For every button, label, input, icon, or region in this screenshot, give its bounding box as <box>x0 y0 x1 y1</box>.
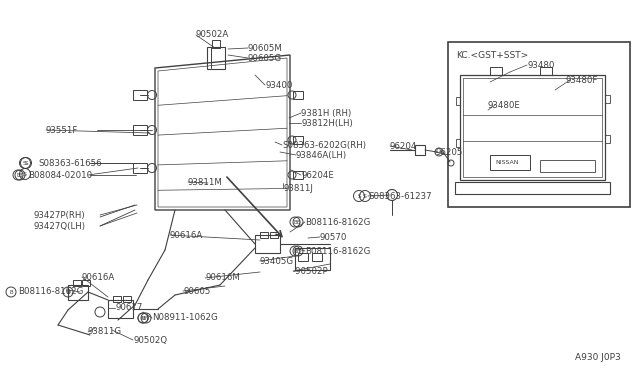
Text: S: S <box>357 193 361 199</box>
Bar <box>260 232 268 238</box>
Bar <box>68 285 88 300</box>
Text: B08116-8162G: B08116-8162G <box>305 218 371 227</box>
Text: N: N <box>141 315 145 321</box>
Text: S08363-61237: S08363-61237 <box>368 192 431 201</box>
Bar <box>298 253 308 261</box>
Text: B: B <box>293 248 297 253</box>
Bar <box>463 78 602 177</box>
Text: 93427P(RH): 93427P(RH) <box>33 211 84 219</box>
Bar <box>133 125 147 135</box>
Text: 90502Q: 90502Q <box>133 336 167 344</box>
Text: B08084-02010: B08084-02010 <box>28 170 92 180</box>
Bar <box>312 253 322 261</box>
Bar <box>460 75 605 180</box>
Bar <box>270 232 278 238</box>
Text: B: B <box>141 315 145 321</box>
Bar <box>605 135 610 143</box>
Bar <box>73 280 81 286</box>
Text: 93551F: 93551F <box>46 125 78 135</box>
Text: 93480F: 93480F <box>565 76 597 84</box>
Bar <box>490 67 502 75</box>
Bar <box>82 280 90 286</box>
Text: 93427Q(LH): 93427Q(LH) <box>33 221 85 231</box>
Text: 96205: 96205 <box>435 148 462 157</box>
Text: B: B <box>296 248 300 253</box>
Text: 90617: 90617 <box>115 304 142 312</box>
Bar <box>108 300 133 318</box>
Bar <box>255 235 280 253</box>
Text: S: S <box>23 160 27 166</box>
Text: NISSAN: NISSAN <box>495 160 518 164</box>
Bar <box>133 90 147 100</box>
Text: B: B <box>9 289 13 295</box>
Text: 90605M: 90605M <box>248 44 283 52</box>
Bar <box>293 91 303 99</box>
Bar <box>113 296 121 302</box>
Text: A930 J0P3: A930 J0P3 <box>575 353 621 362</box>
Text: S: S <box>23 171 27 176</box>
Text: B08116-8162G: B08116-8162G <box>305 247 371 256</box>
Text: B: B <box>16 173 20 177</box>
Bar <box>490 155 530 170</box>
Text: S08363-6202G(RH): S08363-6202G(RH) <box>282 141 366 150</box>
Text: 90616A: 90616A <box>82 273 115 282</box>
Bar <box>212 40 220 48</box>
Text: S: S <box>24 160 28 166</box>
Text: 93846A(LH): 93846A(LH) <box>296 151 347 160</box>
Text: B: B <box>18 173 22 177</box>
Text: 93812H(LH): 93812H(LH) <box>301 119 353 128</box>
Text: 93405G: 93405G <box>260 257 294 266</box>
Text: 93811M: 93811M <box>188 177 223 186</box>
Bar <box>123 296 131 302</box>
Text: B: B <box>66 289 70 295</box>
Text: 90616A: 90616A <box>170 231 204 240</box>
Bar <box>456 139 460 147</box>
Text: S: S <box>363 193 367 199</box>
Text: 90570: 90570 <box>320 232 348 241</box>
Text: N: N <box>144 315 148 321</box>
Text: 93480: 93480 <box>527 61 554 70</box>
Text: B: B <box>296 219 300 224</box>
Bar <box>207 47 225 69</box>
Text: 93480E: 93480E <box>487 100 520 109</box>
Bar <box>540 67 552 75</box>
Bar <box>133 163 147 173</box>
Text: N08911-1062G: N08911-1062G <box>152 314 218 323</box>
Text: S08363-61656: S08363-61656 <box>38 158 102 167</box>
Text: -90502P: -90502P <box>293 266 328 276</box>
Text: 90616M: 90616M <box>205 273 240 282</box>
Bar <box>455 182 610 194</box>
Text: B: B <box>293 219 297 224</box>
Text: 90605: 90605 <box>183 286 211 295</box>
Text: 9381H (RH): 9381H (RH) <box>301 109 351 118</box>
Text: 93400: 93400 <box>265 80 292 90</box>
Text: 93811G: 93811G <box>88 327 122 337</box>
Text: KC.<GST+SST>: KC.<GST+SST> <box>456 51 528 60</box>
Bar <box>448 42 630 207</box>
Bar <box>605 95 610 103</box>
Bar <box>295 248 330 270</box>
Text: 96204E: 96204E <box>301 170 334 180</box>
Bar <box>415 145 425 155</box>
Bar <box>540 160 595 172</box>
Text: B08116-8162G: B08116-8162G <box>18 288 83 296</box>
Text: 96204: 96204 <box>390 141 417 151</box>
Bar <box>456 97 460 105</box>
Text: 90605G: 90605G <box>248 54 282 62</box>
Text: 90502A: 90502A <box>196 29 229 38</box>
Text: 93811J: 93811J <box>283 183 313 192</box>
Bar <box>293 136 303 144</box>
Bar <box>293 171 303 179</box>
